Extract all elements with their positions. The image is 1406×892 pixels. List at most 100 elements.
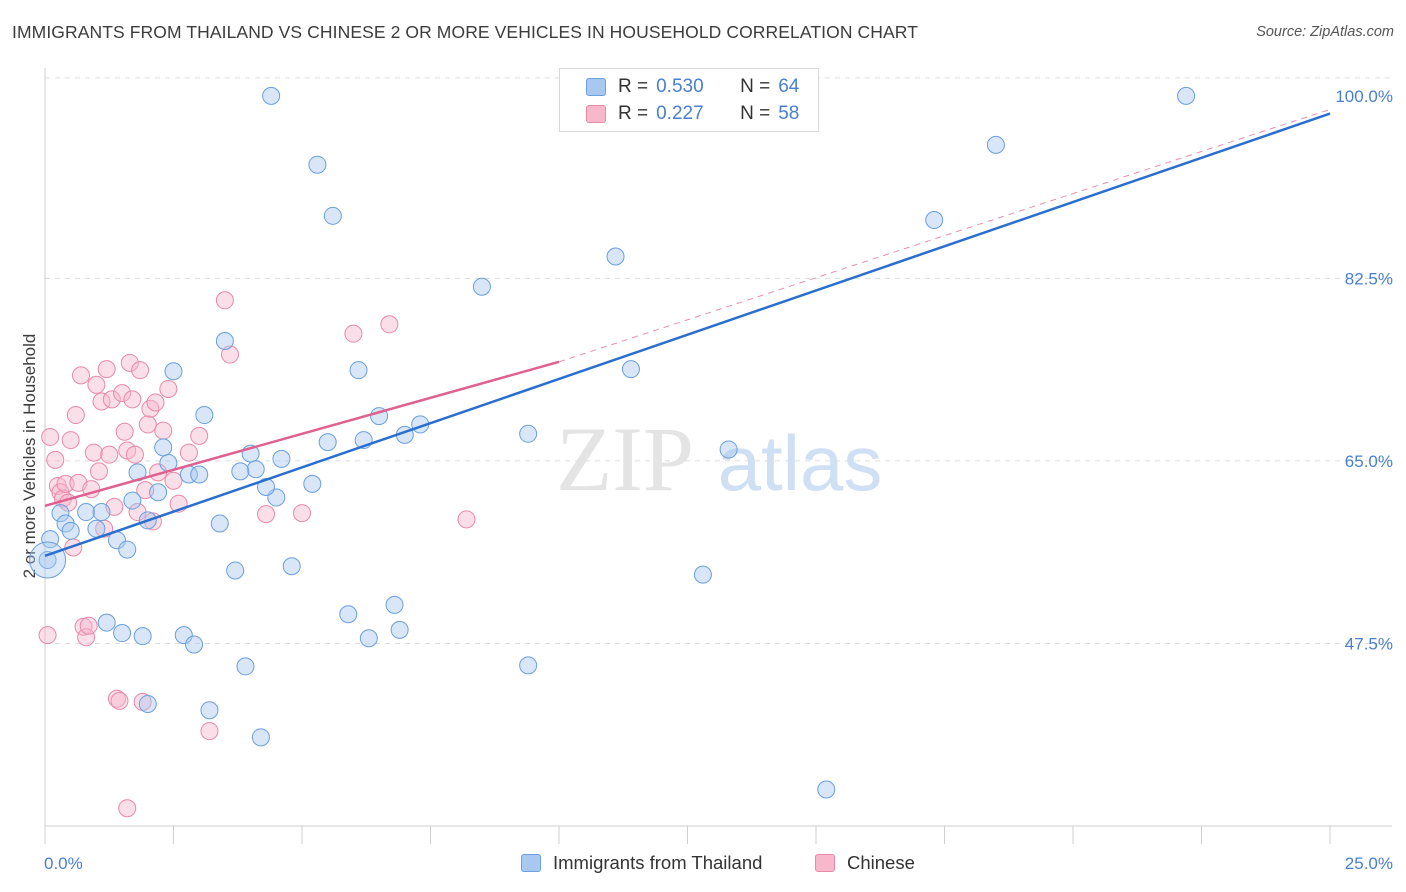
thailand-point [61, 521, 80, 540]
thailand-point [149, 483, 168, 502]
thailand-point [185, 635, 204, 654]
thailand-point [154, 438, 173, 457]
chinese-point [87, 375, 106, 394]
chinese-point [221, 345, 240, 364]
chinese-point [61, 431, 80, 450]
chinese-point [293, 504, 311, 523]
chinese-point [159, 379, 178, 398]
legend-n-value: 58 [778, 103, 800, 124]
chinese-point [190, 426, 209, 445]
chinese-point [97, 360, 116, 379]
chinese-point [56, 474, 75, 493]
chinese-point [344, 324, 363, 343]
chinese-point [120, 353, 139, 372]
chinese-point [154, 421, 173, 440]
thailand-point [236, 657, 255, 676]
thailand-point [77, 503, 96, 522]
thailand-point [308, 155, 327, 174]
watermark-zip: ZIP [556, 408, 694, 510]
chinese-point [84, 443, 103, 462]
chinese-point [146, 393, 165, 412]
bottom-legend-swatch-thailand [521, 854, 541, 872]
x-tick-label: 25.0% [1345, 854, 1393, 873]
thailand-point [925, 210, 944, 229]
thailand-point [621, 360, 640, 379]
thailand-point [472, 277, 491, 296]
thailand-point [164, 362, 183, 381]
source-label: Source: ZipAtlas.com [1256, 24, 1394, 40]
chinese-point [79, 616, 98, 635]
chinese-point [66, 406, 85, 425]
thailand-point [390, 620, 409, 639]
chinese-point [77, 628, 96, 647]
thailand-point [385, 595, 404, 614]
legend-n-label: N = [740, 76, 771, 97]
y-tick-label: 65.0% [1345, 452, 1393, 471]
chinese-point [107, 689, 126, 708]
thailand-point [133, 627, 152, 646]
bottom-legend-chinese: Chinese [815, 852, 915, 874]
chinese-point [46, 450, 65, 469]
thailand-point [282, 557, 301, 576]
chinese-point [215, 291, 234, 310]
watermark: ZIP atlas [556, 408, 882, 510]
axes [44, 68, 1392, 844]
thailand-point [349, 361, 368, 380]
chinese-trend-line [44, 360, 560, 507]
chinese-point [89, 462, 108, 481]
thailand-point [138, 694, 157, 713]
watermark-atlas: atlas [718, 419, 883, 507]
legend-n-label: N = [740, 103, 771, 124]
thailand-point [92, 503, 111, 522]
y-tick-label: 82.5% [1345, 269, 1393, 288]
trend-lines [44, 108, 1331, 558]
thailand-point-large [29, 541, 67, 579]
thailand-point [97, 613, 116, 632]
thailand-point [113, 624, 132, 643]
thailand-point [200, 701, 219, 720]
thailand-point [318, 433, 337, 452]
thailand-point [87, 519, 106, 538]
y-tick-label: 47.5% [1345, 634, 1393, 653]
thailand-point [359, 629, 378, 648]
chinese-point [41, 427, 60, 446]
thailand-point [251, 728, 270, 747]
legend-row-thailand: R = 0.530 N = 64 [586, 75, 799, 99]
bottom-legend-thailand: Immigrants from Thailand [521, 852, 762, 874]
bottom-legend-label-chinese: Chinese [847, 852, 915, 873]
legend-r-label: R = [618, 76, 649, 97]
thailand-point [38, 551, 57, 570]
chinese-point [164, 471, 183, 490]
thailand-point [339, 605, 358, 624]
series-chinese [38, 291, 476, 818]
legend-row-chinese: R = 0.227 N = 58 [586, 102, 799, 126]
chinese-point [102, 390, 121, 409]
chinese-point [118, 799, 137, 818]
chinese-point [179, 443, 198, 462]
legend-swatch-chinese [586, 105, 606, 123]
thailand-point [190, 465, 209, 484]
thailand-point [323, 206, 342, 225]
thailand-point [1177, 86, 1196, 105]
thailand-point [817, 780, 836, 799]
tick-labels: 100.0% 82.5% 65.0% 47.5% 0.0% 25.0% [44, 87, 1393, 873]
chinese-point [457, 510, 476, 529]
chinese-point [123, 390, 142, 409]
chinese-trend-extension [558, 108, 1331, 363]
chinese-point [131, 361, 150, 380]
chinese-point [115, 422, 134, 441]
thailand-point [693, 565, 712, 584]
thailand-point [123, 491, 142, 510]
legend-r-value: 0.530 [656, 76, 704, 97]
x-tick-label: 0.0% [44, 854, 83, 873]
chinese-point [380, 315, 399, 334]
thailand-point [51, 504, 70, 523]
thailand-point [272, 449, 291, 468]
chinese-point [113, 384, 132, 403]
legend-n-value: 64 [778, 76, 800, 97]
thailand-point [210, 514, 229, 533]
thailand-point [246, 460, 265, 479]
thailand-point [519, 424, 538, 443]
thailand-point [303, 474, 322, 493]
